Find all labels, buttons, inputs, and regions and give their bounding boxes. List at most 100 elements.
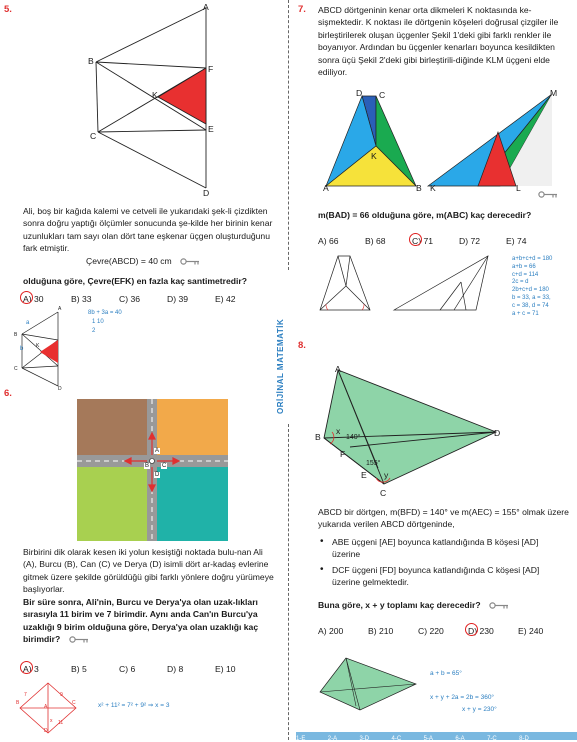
q8-option-d[interactable]: D) 230 [465,623,518,636]
q5-solution-note-2: 1 10 [92,319,104,325]
q7-label-k: K [371,151,377,161]
key-icon [180,258,200,265]
q5-sol-label-a: A [58,306,62,312]
q8-option-c[interactable]: C) 220 [418,626,444,636]
q8-label-b: B [315,432,321,442]
q8-label-f: F [340,449,346,459]
q7-text: ABCD dörtgeninin kenar orta dikmeleri K … [318,5,559,78]
q8-angle-140: 140° [346,434,361,441]
q8-figure [323,369,498,485]
q6-option-d[interactable]: D) 8 [167,664,184,674]
q5-options: A) 30 B) 33 C) 36 D) 39 E) 42 [20,291,263,304]
q6-sol-label-d: D [44,728,48,734]
q6-map-label-d: D [154,472,161,478]
q5-formula-row: Çevre(ABCD) = 40 cm [86,256,200,266]
q8-solution-figure [319,657,417,711]
q6-sol-label-c: C [72,700,76,706]
q8-solution-note-1: a + b = 65° [430,670,462,677]
q5-label-b: B [88,56,94,66]
q5-sol-label-a-side: a [26,320,30,326]
q7-option-b[interactable]: B) 68 [365,236,386,246]
q7-label-b: B [416,183,422,193]
q5-number: 5. [4,4,12,15]
q5-sol-label-b: B [14,332,18,338]
q5-option-a[interactable]: A) 30 [20,291,71,304]
q8-label-d: D [494,428,501,438]
q5-solution-note-3: 2 [92,328,96,334]
q6-solution-figure [19,682,77,734]
column-divider-top [288,0,289,270]
q6-map-label-b: B [144,463,151,469]
q7-label-a: A [323,183,329,193]
q5-question-pre: olduğuna göre, [23,276,88,286]
q7-question: m(BAD) = 66 olduğuna göre, m(ABC) kaç de… [318,210,532,220]
q8-text: ABCD bir dörtgen, m(BFD) = 140° ve m(AEC… [318,507,569,530]
q5-label-a: A [203,2,209,12]
q6-sol-label-x: x [50,718,53,724]
q7-option-c[interactable]: C) 71 [409,233,459,246]
q5-option-b[interactable]: B) 33 [71,294,92,304]
answer-7: 7-C [487,736,497,742]
q5-solution-figure [21,311,59,387]
q5-sol-label-b-side: b [20,346,24,352]
q8-option-e[interactable]: E) 240 [518,626,544,636]
q7-solution-notes: a+b+c+d = 180 a+b = 66 c+d = 114 2c = d … [512,256,553,317]
q7-label-k2: K [430,183,436,193]
q7-figure [325,93,553,188]
q5-option-e[interactable]: E) 42 [215,294,236,304]
q5-option-c[interactable]: C) 36 [119,294,141,304]
q8-option-a[interactable]: A) 200 [318,626,344,636]
answer-key-bar: 1-E 2-A 3-D 4-C 5-A 6-A 7-C 8-D [296,732,577,742]
column-divider-bottom [288,424,289,740]
q6-solution-note: x² + 11² = 7² + 9² ⇒ x = 3 [98,702,170,709]
q8-number: 8. [298,340,306,351]
q5-figure [95,7,207,189]
q5-label-e: E [208,124,214,134]
answer-4: 4-C [391,736,402,742]
answer-8: 8-D [519,736,529,742]
q7-label-l: L [516,183,521,193]
q8-label-x: x [336,426,341,436]
q5-label-d: D [203,188,210,198]
q8-question: Buna göre, x + y toplamı kaç derecedir? [318,600,509,610]
key-icon [489,602,509,609]
answer-5: 5-A [423,736,433,742]
q8-label-e: E [361,470,367,480]
answer-3: 3-D [359,736,370,742]
q8-bullet-1: ABE üçgeni [AE] boyunca katlandığında B … [318,536,566,561]
q6-option-b[interactable]: B) 5 [71,664,87,674]
q6-option-e[interactable]: E) 10 [215,664,236,674]
q5-label-k: K [152,90,158,100]
q8-label-c: C [380,488,387,498]
q5-label-f: F [208,64,214,74]
q6-map-label-c: C [161,463,168,469]
q6-question: Bir süre sonra, Ali'nin, Burcu ve Derya'… [23,597,259,645]
q7-option-e[interactable]: E) 74 [506,236,527,246]
q6-text: Birbirini dik olarak kesen iki yolun kes… [23,547,274,595]
q5-option-d[interactable]: D) 39 [167,294,189,304]
q8-label-a: A [335,364,341,374]
q7-number: 7. [298,4,306,15]
q5-question: olduğuna göre, Çevre(EFK) en fazla kaç s… [23,276,283,286]
q6-map-label-a: A [154,448,161,454]
key-icon [68,636,88,644]
q7-option-d[interactable]: D) 72 [459,236,481,246]
key-icon [538,191,557,198]
q7-solution-figure [319,255,489,311]
side-brand: ORİJİNAL MATEMATİK [276,318,285,414]
q7-options: A) 66 B) 68 C) 71 D) 72 E) 74 [318,233,553,246]
q5-sol-label-d: D [58,386,62,392]
q6-sol-label-b: B [16,700,20,706]
q6-option-c[interactable]: C) 6 [119,664,136,674]
q7-option-a[interactable]: A) 66 [318,236,339,246]
q6-option-a[interactable]: A) 3 [20,661,71,674]
q8-option-b[interactable]: B) 210 [368,626,394,636]
q7-label-c: C [379,90,386,100]
q5-formula: Çevre(ABCD) = 40 cm [86,256,172,266]
q8-solution-note-3: x + y = 230° [462,706,497,713]
q8-angle-155: 155° [366,460,381,467]
q5-text: Ali, boş bir kağıda kalemi ve cetveli il… [23,206,273,254]
q6-sol-label-11: 11 [58,720,64,726]
q8-bullet-2: DCF üçgeni [FD] boyunca katlandığında C … [318,564,566,589]
q6-sol-label-7: 7 [24,692,27,698]
